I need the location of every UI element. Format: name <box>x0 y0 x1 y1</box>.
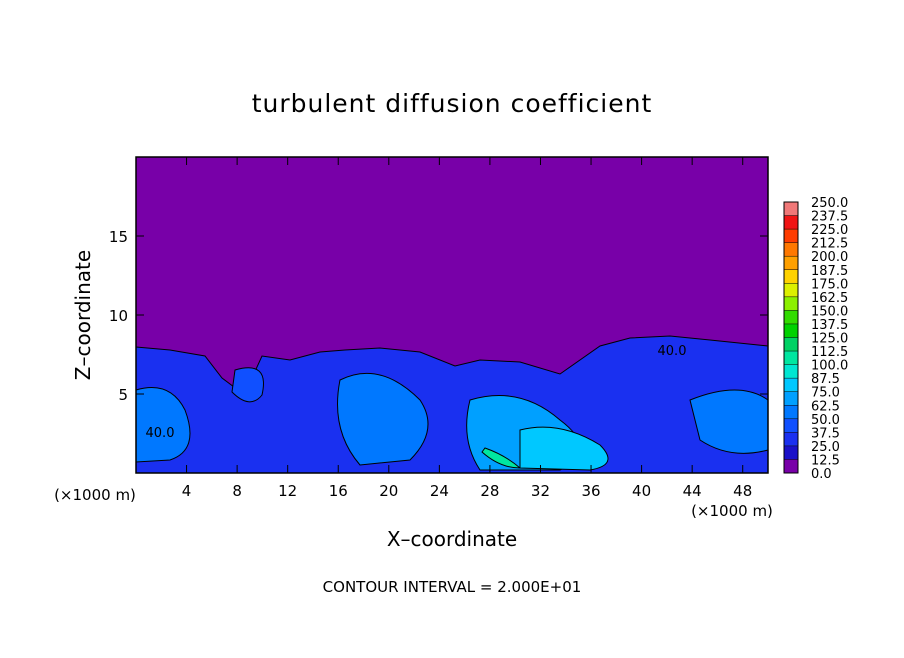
colorbar-cell <box>784 432 798 446</box>
colorbar-cell <box>784 202 798 216</box>
field: 40.0 40.0 <box>135 157 769 474</box>
x-axis-title: X–coordinate <box>387 527 517 551</box>
colorbar-label: 0.0 <box>811 467 832 482</box>
field-region <box>135 387 191 463</box>
y-unit: (×1000 m) <box>54 486 136 504</box>
colorbar-label: 212.5 <box>811 237 848 252</box>
colorbar-label: 162.5 <box>811 291 848 306</box>
contour-label: 40.0 <box>658 344 687 359</box>
colorbar-label: 37.5 <box>811 426 840 441</box>
field-region <box>337 372 429 466</box>
x-tick-label: 20 <box>379 482 398 500</box>
colorbar-label: 150.0 <box>811 304 848 319</box>
x-tick-label: 12 <box>278 482 297 500</box>
colorbar-cell <box>784 269 798 284</box>
x-tick-label: 4 <box>182 482 192 500</box>
colorbar-cell <box>784 296 798 311</box>
colorbar-label: 187.5 <box>811 264 848 279</box>
x-tick-label: 24 <box>430 482 449 500</box>
colorbar-label: 175.0 <box>811 277 848 292</box>
colorbar-cell <box>784 256 798 270</box>
x-unit: (×1000 m) <box>691 502 773 520</box>
y-axis-title: Z–coordinate <box>71 250 95 380</box>
colorbar-cell <box>784 215 798 230</box>
contour-label: 40.0 <box>146 426 175 441</box>
x-tick-label: 36 <box>581 482 600 500</box>
annotation: CONTOUR INTERVAL = 2.000E+01 <box>323 578 582 596</box>
colorbar-label: 87.5 <box>811 372 840 387</box>
colorbar-cell <box>784 229 798 243</box>
x-tick-label: 8 <box>232 482 242 500</box>
y-tick-label: 5 <box>118 386 128 404</box>
colorbar-label: 225.0 <box>811 223 848 238</box>
x-tick-label: 16 <box>329 482 348 500</box>
colorbar-cell <box>784 378 798 392</box>
chart-title: turbulent diffusion coefficient <box>252 89 653 118</box>
colorbar-cell <box>784 364 798 379</box>
colorbar-label: 125.0 <box>811 332 848 347</box>
colorbar-cell <box>784 459 798 473</box>
y-tick-label: 15 <box>109 228 128 246</box>
colorbar-cell <box>784 310 798 324</box>
x-tick-label: 32 <box>531 482 550 500</box>
colorbar-label: 112.5 <box>811 345 848 360</box>
colorbar-cell <box>784 323 798 338</box>
field-region <box>231 367 264 403</box>
colorbar-cell <box>784 242 798 257</box>
field-region <box>519 426 609 471</box>
x-tick-label: 28 <box>480 482 499 500</box>
x-tick-label: 44 <box>683 482 702 500</box>
colorbar-label: 25.0 <box>811 440 840 455</box>
colorbar-label: 250.0 <box>811 196 848 211</box>
colorbar-label: 100.0 <box>811 359 848 374</box>
y-tick-label: 10 <box>109 307 128 325</box>
colorbar-label: 62.5 <box>811 399 840 414</box>
colorbar-label: 50.0 <box>811 413 840 428</box>
x-tick-label: 40 <box>632 482 651 500</box>
colorbar-label: 137.5 <box>811 318 848 333</box>
colorbar-cell <box>784 351 798 365</box>
colorbar-cell <box>784 405 798 419</box>
colorbar-cell <box>784 337 798 352</box>
colorbar-label: 12.5 <box>811 453 840 468</box>
colorbar-label: 75.0 <box>811 386 840 401</box>
colorbar-label: 200.0 <box>811 250 848 265</box>
colorbar-cell <box>784 391 798 406</box>
colorbar-cell <box>784 445 798 460</box>
colorbar-label: 237.5 <box>811 210 848 225</box>
x-tick-label: 48 <box>733 482 752 500</box>
colorbar-cell <box>784 283 798 297</box>
colorbar-cell <box>784 418 798 433</box>
